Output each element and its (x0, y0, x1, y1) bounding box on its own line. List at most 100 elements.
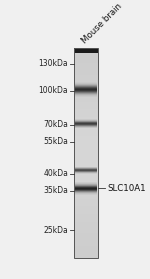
Bar (74, 138, 98, 140)
Bar (74, 65, 98, 67)
Bar (74, 227, 98, 229)
Bar (74, 88, 98, 90)
Bar (74, 235, 98, 237)
Text: SLC10A1: SLC10A1 (107, 184, 146, 193)
Bar (74, 159, 98, 162)
Bar (74, 132, 98, 134)
Bar (74, 119, 98, 121)
Bar (74, 134, 98, 136)
Bar (74, 153, 98, 155)
Bar (74, 244, 98, 246)
Bar (74, 252, 98, 254)
Bar (74, 58, 98, 61)
Bar (74, 48, 98, 50)
Bar (74, 84, 98, 86)
Bar (74, 48, 98, 258)
Bar (74, 100, 98, 102)
Bar (74, 201, 98, 203)
Bar (74, 107, 98, 109)
Bar (74, 208, 98, 210)
Bar (74, 79, 98, 81)
Text: 130kDa: 130kDa (38, 59, 68, 68)
Text: 55kDa: 55kDa (43, 138, 68, 146)
Bar (74, 182, 98, 185)
Bar (74, 52, 98, 54)
Bar (74, 94, 98, 96)
Bar (74, 73, 98, 75)
Bar (74, 162, 98, 163)
Bar (74, 117, 98, 119)
Bar (74, 140, 98, 143)
Bar (74, 102, 98, 105)
Bar (74, 185, 98, 187)
Bar (74, 210, 98, 212)
Bar (74, 50, 98, 52)
Bar (74, 61, 98, 62)
Bar (74, 166, 98, 168)
Bar (74, 155, 98, 157)
Bar (74, 130, 98, 132)
Bar (74, 174, 98, 176)
Bar (74, 233, 98, 235)
Bar (74, 56, 98, 58)
Bar (74, 149, 98, 151)
Bar (74, 229, 98, 231)
Bar (74, 115, 98, 117)
Bar (74, 98, 98, 100)
Bar (74, 176, 98, 178)
Bar (74, 206, 98, 208)
Bar (74, 69, 98, 71)
Bar (74, 128, 98, 130)
Bar (74, 212, 98, 214)
Bar (74, 71, 98, 73)
Bar (74, 81, 98, 84)
Bar (74, 231, 98, 233)
Bar (74, 246, 98, 248)
Bar (74, 203, 98, 206)
Bar (74, 170, 98, 172)
Bar (74, 145, 98, 147)
Text: Mouse brain: Mouse brain (80, 1, 124, 45)
Bar (74, 254, 98, 256)
Bar (74, 199, 98, 201)
Bar (74, 191, 98, 193)
Bar (74, 75, 98, 77)
Text: 25kDa: 25kDa (43, 225, 68, 235)
Bar (74, 250, 98, 252)
Bar (74, 241, 98, 244)
Bar (74, 239, 98, 241)
Bar (74, 113, 98, 115)
Bar (74, 225, 98, 227)
Bar (74, 218, 98, 220)
Text: 35kDa: 35kDa (43, 186, 68, 195)
Bar (74, 187, 98, 189)
Bar (74, 77, 98, 79)
Bar (74, 193, 98, 195)
Bar (74, 178, 98, 180)
Bar (74, 136, 98, 138)
Bar (74, 92, 98, 94)
Bar (74, 67, 98, 69)
Bar (74, 216, 98, 218)
Bar (74, 214, 98, 216)
Bar (74, 90, 98, 92)
Bar (74, 172, 98, 174)
Bar (74, 256, 98, 258)
Bar (74, 220, 98, 222)
Bar (74, 147, 98, 149)
Text: 70kDa: 70kDa (43, 120, 68, 129)
Bar (74, 96, 98, 98)
Bar (74, 86, 98, 88)
Text: 100kDa: 100kDa (38, 86, 68, 95)
Bar (74, 105, 98, 107)
Bar (74, 157, 98, 159)
Bar (74, 222, 98, 225)
Bar (74, 109, 98, 111)
Bar (74, 143, 98, 145)
Bar (74, 121, 98, 124)
Bar (74, 124, 98, 126)
Text: 40kDa: 40kDa (43, 169, 68, 178)
Bar (74, 189, 98, 191)
Bar (74, 195, 98, 197)
Bar (74, 54, 98, 56)
